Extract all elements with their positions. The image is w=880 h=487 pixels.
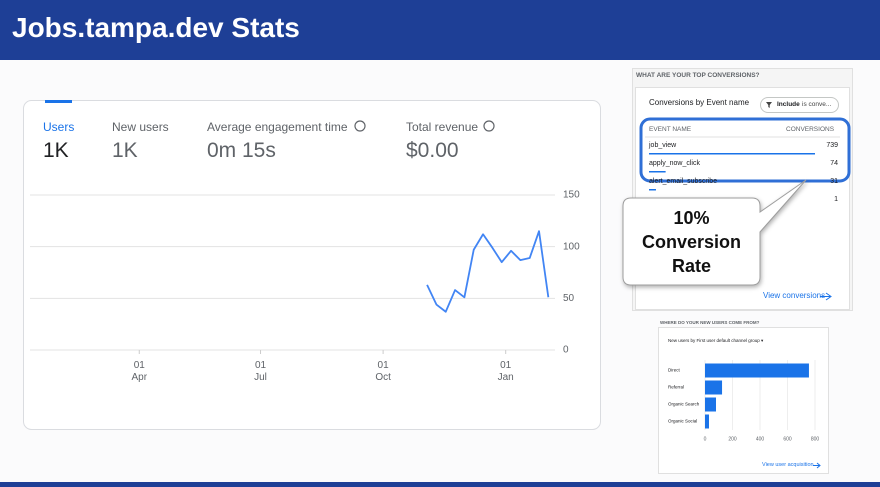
line [426, 230, 550, 313]
x-tick-label: 600 [783, 436, 792, 442]
section-title: WHAT ARE YOUR TOP CONVERSIONS? [636, 72, 760, 79]
callout-text: 10% Conversion Rate [641, 208, 742, 276]
x-tick-label: 400 [756, 436, 765, 442]
y-tick-label: Organic Search [668, 402, 700, 407]
event-count: 739 [826, 142, 838, 149]
filter-icon [766, 102, 772, 108]
conversion-bar [649, 189, 656, 191]
y-tick-label: Referral [668, 385, 684, 390]
y-tick-label: Direct [668, 368, 681, 373]
x-tick-label: 800 [811, 436, 820, 442]
bottom-strip [0, 482, 880, 487]
link[interactable]: View user acquisition [762, 462, 814, 468]
event-name: alert_email_subscribe [649, 178, 718, 185]
bar [705, 363, 809, 378]
y-tick-label: Organic Social [668, 419, 697, 424]
x-tick-label: 01 Jul [254, 360, 267, 383]
link[interactable]: View conversions [763, 291, 826, 300]
chart-title: WHERE DO YOUR NEW USERS COME FROM? [660, 320, 760, 325]
kpi-label[interactable]: Average engagement time [207, 120, 348, 134]
y-tick-label: 100 [563, 241, 580, 252]
kpi-value: 1K [112, 139, 138, 162]
event-count: 1 [834, 196, 838, 203]
x-tick-label: 200 [728, 436, 737, 442]
column-header: CONVERSIONS [786, 126, 835, 133]
event-name: apply_now_click [649, 160, 700, 167]
kpi-label[interactable]: Users [43, 120, 75, 134]
info-icon [354, 120, 366, 132]
info-icon [483, 120, 495, 132]
x-tick-label: 0 [704, 436, 707, 442]
filter-pill[interactable] [760, 97, 839, 113]
event-name: job_view [649, 142, 677, 149]
x-tick-label: 01 Oct [375, 360, 391, 383]
conversion-bar [649, 171, 666, 173]
main-card [23, 100, 601, 430]
card-title: Conversions by Event name [649, 98, 750, 107]
filter-label: is conve... [802, 101, 832, 108]
link-arrow [813, 462, 821, 469]
bar [705, 414, 709, 429]
conversion-bar [649, 153, 815, 155]
event-count: 74 [830, 160, 838, 167]
page-title: Jobs.tampa.dev Stats [12, 12, 300, 43]
y-tick-label: 150 [563, 190, 580, 201]
event-count: 31 [830, 178, 838, 185]
kpi-value: 0m 15s [207, 139, 276, 162]
kpi-value: $0.00 [406, 139, 459, 162]
chart-subtitle: New users by First user default channel … [668, 338, 764, 343]
kpi-value: 1K [43, 139, 69, 162]
active-tab-indicator [45, 100, 72, 103]
acquisition-card [658, 327, 829, 474]
x-tick-label: 01 Jan [497, 360, 514, 383]
highlight-box [639, 117, 851, 183]
bar [705, 397, 716, 412]
filter-label: Include [777, 101, 800, 108]
y-tick-label: 50 [563, 293, 575, 304]
column-header: EVENT NAME [649, 126, 692, 133]
callout-bubble [622, 179, 807, 286]
x-tick-label: 01 Apr [131, 360, 148, 383]
title-banner [0, 0, 880, 60]
bar [705, 380, 723, 395]
kpi-label[interactable]: New users [112, 120, 169, 134]
kpi-label[interactable]: Total revenue [406, 120, 479, 134]
link-arrow [820, 292, 832, 301]
y-tick-label: 0 [563, 345, 569, 356]
